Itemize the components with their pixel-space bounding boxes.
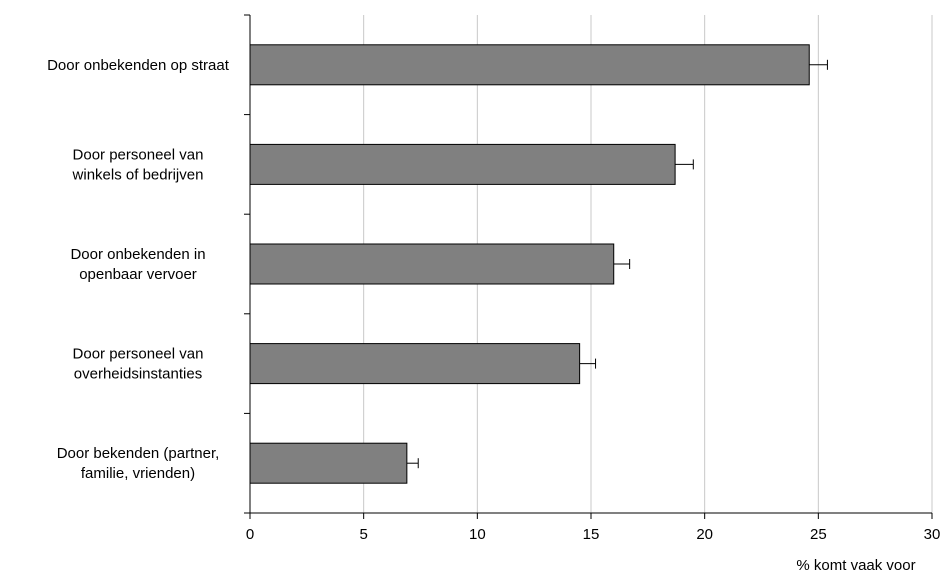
- x-tick-label: 10: [469, 526, 486, 543]
- x-tick-label: 20: [696, 526, 713, 543]
- x-tick-label: 15: [583, 526, 600, 543]
- x-axis-title: % komt vaak voor: [796, 557, 915, 574]
- x-tick-labels: 0 5 10 15 20 25 30: [246, 526, 941, 543]
- bar: [249, 143, 676, 185]
- x-tick-label: 5: [359, 526, 367, 543]
- category-label: Door onbekenden op straat: [47, 57, 230, 74]
- bar: [249, 343, 581, 385]
- bar: [249, 442, 408, 484]
- bar: [249, 243, 615, 285]
- x-tick-label: 0: [246, 526, 254, 543]
- bars: [249, 44, 810, 484]
- category-label: Door bekenden (partner, familie, vrienden…: [57, 445, 220, 482]
- x-tick-label: 30: [924, 526, 941, 543]
- x-tick-label: 25: [810, 526, 827, 543]
- error-bars: [406, 59, 828, 469]
- category-labels: Door onbekenden op straat Door personeel …: [47, 57, 230, 482]
- category-label: Door personeel van winkels of bedrijven: [72, 146, 204, 183]
- category-label: Door personeel van overheidsinstanties: [73, 346, 204, 383]
- bar: [249, 44, 810, 86]
- axes: [244, 14, 933, 519]
- category-label: Door onbekenden in openbaar vervoer: [70, 246, 205, 283]
